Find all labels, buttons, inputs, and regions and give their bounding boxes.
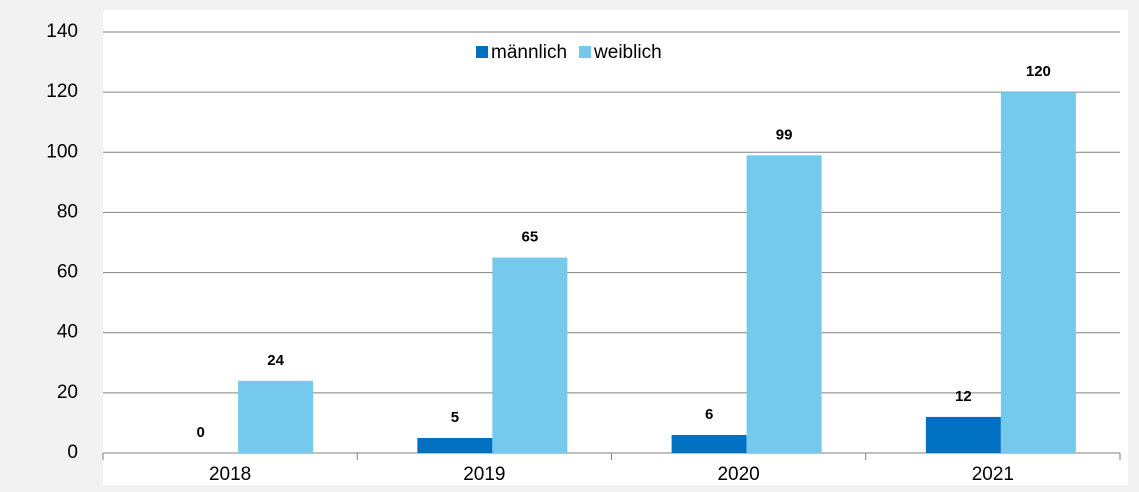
x-tick-label: 2019 (463, 464, 505, 485)
legend-box (470, 36, 722, 69)
y-tick-label: 80 (57, 201, 78, 222)
bar (1000, 92, 1076, 454)
y-tick-label: 40 (57, 322, 78, 343)
legend-swatch (579, 46, 592, 58)
y-tick-label: 140 (46, 21, 78, 42)
x-tick-label: 2020 (717, 464, 759, 485)
y-tick-label: 60 (57, 262, 78, 283)
value-label: 6 (705, 406, 713, 423)
y-tick-label: 0 (67, 442, 78, 463)
legend-swatch (476, 46, 488, 58)
y-tick-label: 20 (57, 382, 78, 403)
y-tick-label: 120 (46, 81, 78, 102)
value-label: 5 (451, 409, 459, 426)
bar (925, 416, 1001, 453)
bar (746, 155, 822, 454)
value-label: 24 (267, 352, 284, 369)
legend-label: weiblich (593, 42, 662, 63)
bar (417, 437, 493, 453)
x-tick-label: 2021 (972, 464, 1014, 485)
bar (671, 434, 747, 453)
legend-label: männlich (491, 42, 567, 63)
bar (492, 257, 568, 453)
value-label: 99 (776, 126, 793, 143)
y-tick-label: 100 (46, 141, 78, 162)
value-label: 120 (1026, 63, 1051, 80)
bar (238, 380, 314, 453)
value-label: 12 (955, 388, 972, 405)
value-label: 0 (196, 424, 204, 441)
x-tick-label: 2018 (209, 464, 251, 485)
value-label: 65 (522, 229, 539, 246)
